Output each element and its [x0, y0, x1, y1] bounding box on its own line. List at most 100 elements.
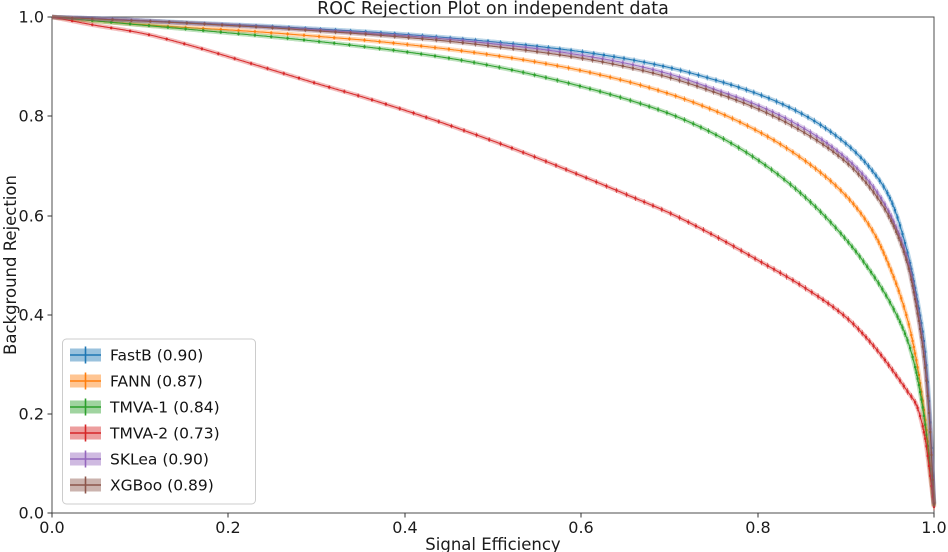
data-point	[927, 456, 931, 459]
data-point	[839, 189, 842, 192]
data-point	[166, 26, 169, 29]
data-point	[287, 27, 290, 31]
data-point	[920, 398, 923, 401]
data-point	[861, 172, 864, 175]
data-point	[911, 273, 914, 276]
data-point	[742, 98, 745, 101]
data-point	[837, 309, 840, 312]
data-point	[499, 142, 502, 145]
data-point	[765, 108, 768, 111]
series-FANN	[51, 14, 937, 509]
data-point	[238, 25, 241, 28]
data-point	[844, 142, 847, 145]
data-point	[510, 68, 513, 72]
data-point	[804, 160, 807, 163]
data-point	[735, 95, 738, 98]
data-point	[460, 49, 463, 52]
data-point	[91, 19, 94, 22]
data-point	[665, 111, 668, 114]
data-point	[599, 90, 602, 93]
data-point	[601, 60, 604, 64]
legend-label: SKLea (0.90)	[110, 451, 209, 469]
axis-ticks	[47, 16, 935, 518]
data-point	[378, 40, 381, 43]
data-point	[868, 181, 871, 184]
data-point	[660, 70, 663, 73]
data-point	[328, 86, 331, 89]
data-point	[449, 40, 452, 43]
curves-layer	[51, 14, 937, 511]
data-point	[363, 39, 366, 42]
data-point	[898, 320, 902, 323]
data-point	[878, 179, 881, 182]
data-point	[893, 209, 896, 212]
data-point	[790, 124, 793, 127]
series-TMVA-1	[51, 14, 937, 509]
data-point	[764, 164, 767, 167]
data-point	[570, 52, 573, 55]
data-point	[687, 221, 690, 224]
data-point	[921, 425, 924, 428]
data-point	[485, 53, 488, 56]
data-point	[798, 283, 801, 286]
data-point	[804, 196, 807, 199]
data-point	[558, 50, 561, 53]
legend-items: FastB (0.90) FANN (0.87) TMVA-1 (0.84) TMVA…	[70, 346, 220, 495]
data-point	[712, 87, 715, 90]
data-point	[803, 127, 806, 130]
data-point	[581, 54, 584, 57]
data-point	[917, 319, 920, 322]
data-point	[674, 94, 677, 98]
data-point	[363, 45, 366, 48]
data-point	[581, 57, 584, 60]
legend-item-FANN: FANN (0.87)	[70, 372, 203, 391]
data-point	[485, 63, 488, 66]
data-point	[784, 120, 787, 124]
data-point	[544, 76, 547, 79]
data-point	[919, 390, 922, 394]
data-point	[202, 29, 205, 32]
data-point	[822, 143, 825, 146]
data-point	[915, 359, 918, 362]
data-point	[814, 167, 817, 170]
data-point	[625, 193, 628, 196]
data-point	[378, 47, 381, 50]
series-TMVA-2	[51, 14, 937, 511]
data-point	[856, 207, 859, 210]
data-point	[871, 169, 874, 172]
data-point	[914, 366, 917, 369]
series-XGBoo	[51, 14, 937, 508]
data-point	[775, 100, 778, 103]
data-point	[880, 246, 883, 249]
data-point	[901, 232, 904, 236]
series-markers-TMVA-2	[71, 19, 936, 509]
data-point	[777, 113, 781, 117]
data-point	[110, 21, 113, 24]
data-point	[473, 61, 476, 64]
data-point	[722, 137, 725, 140]
data-point	[641, 69, 644, 72]
data-point	[810, 291, 813, 294]
data-point	[882, 185, 885, 188]
data-point	[932, 503, 936, 506]
data-point	[851, 245, 854, 248]
data-point	[916, 300, 919, 303]
data-point	[611, 59, 614, 62]
data-point	[601, 57, 604, 60]
data-point	[679, 69, 682, 72]
data-point	[930, 480, 933, 483]
data-point	[840, 153, 844, 156]
data-point	[567, 82, 570, 85]
data-point	[819, 123, 822, 126]
data-point	[919, 414, 922, 418]
data-point	[643, 61, 646, 64]
data-point	[499, 43, 502, 46]
data-point	[709, 232, 713, 235]
data-point	[111, 18, 114, 21]
data-point	[742, 101, 745, 105]
data-point	[688, 71, 691, 74]
data-point	[556, 79, 559, 82]
data-point	[791, 151, 794, 154]
data-point	[499, 46, 502, 49]
data-point	[815, 139, 818, 142]
